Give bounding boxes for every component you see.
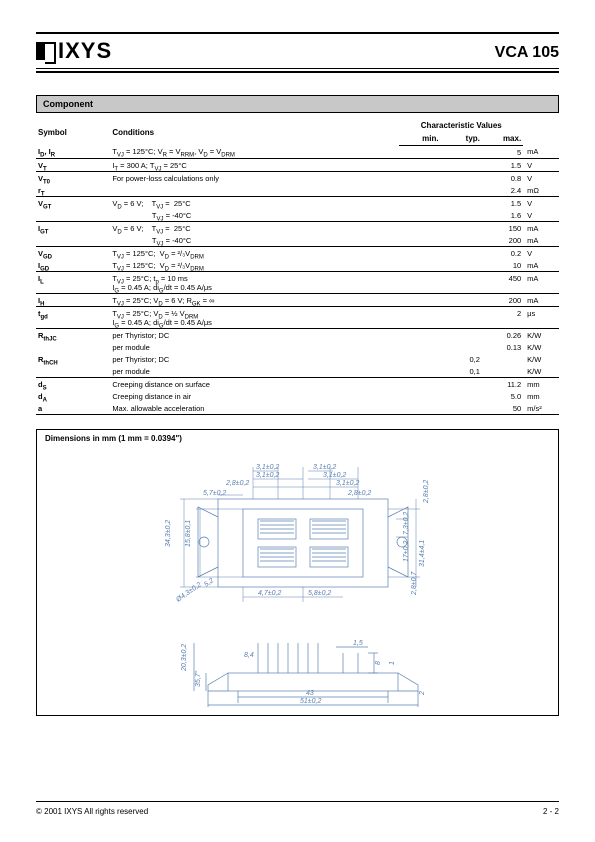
- svg-text:4,7±0,2: 4,7±0,2: [258, 590, 281, 597]
- copyright: © 2001 IXYS All rights reserved: [36, 807, 148, 816]
- table-row: tgdTVJ = 25°C; VD = ½ VDRMIG = 0.45 A; d…: [36, 307, 559, 329]
- col-max: max.: [482, 132, 523, 146]
- col-min: min.: [399, 132, 440, 146]
- table-row: rT2.4mΩ: [36, 184, 559, 196]
- dim-title: Dimensions in mm (1 mm = 0.0394"): [45, 434, 550, 443]
- svg-text:20,3±0,2: 20,3±0,2: [181, 644, 188, 672]
- svg-text:2,8±0,2: 2,8±0,2: [423, 480, 430, 504]
- svg-text:3,1±0,2: 3,1±0,2: [323, 472, 346, 479]
- table-row: per module0,1K/W: [36, 365, 559, 377]
- svg-text:15,8±0,1: 15,8±0,1: [185, 520, 192, 547]
- logo: IXYS: [36, 38, 112, 64]
- svg-text:2,8±0,2: 2,8±0,2: [347, 490, 371, 497]
- logo-text: IXYS: [58, 38, 112, 64]
- svg-text:35,7°: 35,7°: [194, 670, 202, 687]
- table-row: IGDTVJ = 125°C; VD = ²/₃VDRM10mA: [36, 259, 559, 271]
- svg-text:51±0,2: 51±0,2: [300, 698, 321, 705]
- svg-text:3,1±0,2: 3,1±0,2: [336, 480, 359, 487]
- svg-text:2,8±0,7: 2,8±0,7: [411, 571, 418, 596]
- svg-text:31,4±4,1: 31,4±4,1: [419, 540, 426, 567]
- svg-text:2,8±0,2: 2,8±0,2: [225, 480, 249, 487]
- svg-text:3,1±0,2: 3,1±0,2: [256, 472, 279, 479]
- col-symbol: Symbol: [36, 119, 110, 146]
- table-row: RthJCper Thyristor; DC0.26K/W: [36, 329, 559, 342]
- col-conditions: Conditions: [110, 119, 399, 146]
- table-row: VGDTVJ = 125°C; VD = ²/₃VDRM0.2V: [36, 247, 559, 260]
- table-row: TVJ = -40°C200mA: [36, 234, 559, 246]
- svg-text:8,4: 8,4: [244, 652, 254, 659]
- svg-text:43: 43: [306, 690, 314, 697]
- svg-text:7,3±0,2: 7,3±0,2: [403, 512, 410, 535]
- table-row: VT0For power-loss calculations only0.8V: [36, 172, 559, 185]
- svg-text:Ø4,3±0,2: Ø4,3±0,2: [174, 581, 202, 604]
- svg-text:3,1±0,2: 3,1±0,2: [256, 464, 279, 471]
- table-row: dACreeping distance in air5.0mm: [36, 390, 559, 402]
- spec-table: Symbol Conditions Characteristic Values …: [36, 119, 559, 415]
- table-row: IHTVJ = 25°C; VD = 6 V; RGK = ∞200mA: [36, 294, 559, 307]
- table-row: IGTVD = 6 V; TVJ = 25°C150mA: [36, 222, 559, 235]
- svg-text:1: 1: [389, 661, 396, 665]
- svg-text:5,8±0,2: 5,8±0,2: [308, 590, 331, 597]
- svg-text:34,3±0,2: 34,3±0,2: [165, 520, 172, 547]
- page-num: 2 - 2: [543, 807, 559, 816]
- svg-text:2: 2: [419, 691, 426, 696]
- table-row: RthCHper Thyristor; DC0,2K/W: [36, 353, 559, 365]
- col-typ: typ.: [441, 132, 482, 146]
- table-row: VGTVD = 6 V; TVJ = 25°C1.5V: [36, 197, 559, 210]
- section-component: Component: [36, 95, 559, 113]
- col-char: Characteristic Values: [399, 119, 523, 132]
- dimensions-box: Dimensions in mm (1 mm = 0.0394"): [36, 429, 559, 716]
- svg-text:3,1±0,2: 3,1±0,2: [313, 464, 336, 471]
- table-row: VTIT = 300 A; TVJ = 25°C1.5V: [36, 159, 559, 172]
- svg-text:1,5: 1,5: [353, 640, 363, 647]
- part-number: VCA 105: [495, 44, 559, 64]
- table-row: TVJ = -40°C1.6V: [36, 209, 559, 221]
- svg-text:5,7±0,2: 5,7±0,2: [203, 490, 226, 497]
- table-row: ILTVJ = 25°C; tp = 10 msIG = 0.45 A; diG…: [36, 272, 559, 294]
- dimensions-drawing: 3,1±0,2 3,1±0,2 2,8±0,2 5,7±0,2 3,1±0,2 …: [108, 447, 488, 707]
- table-row: aMax. allowable acceleration50m/s²: [36, 402, 559, 414]
- svg-text:8: 8: [375, 661, 382, 665]
- table-row: dSCreeping distance on surface11.2mm: [36, 378, 559, 391]
- svg-text:17±0,2: 17±0,2: [403, 541, 410, 562]
- table-row: ID, IRTVJ = 125°C; VR = VRRM, VD = VDRM5…: [36, 146, 559, 159]
- table-row: per module0.13K/W: [36, 341, 559, 353]
